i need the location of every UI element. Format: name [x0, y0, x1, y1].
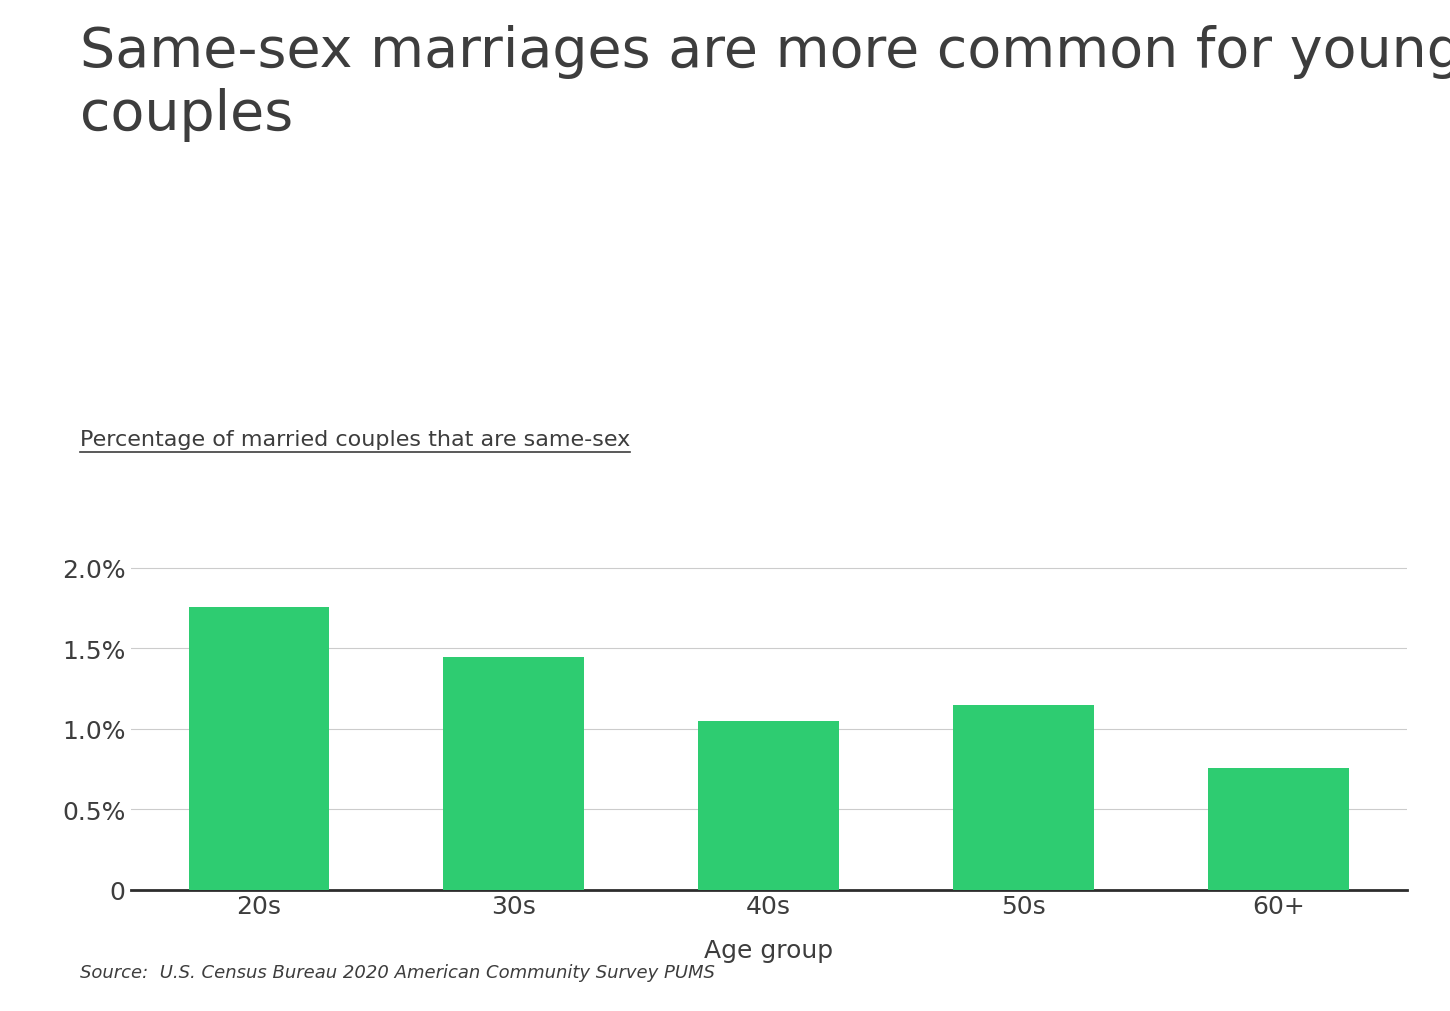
Text: Source:  U.S. Census Bureau 2020 American Community Survey PUMS: Source: U.S. Census Bureau 2020 American…: [80, 962, 715, 981]
Bar: [444, 657, 584, 890]
Text: Percentage of married couples that are same-sex: Percentage of married couples that are s…: [80, 430, 629, 450]
Bar: [1208, 768, 1348, 890]
Text: Same-sex marriages are more common for younger
couples: Same-sex marriages are more common for y…: [80, 25, 1450, 142]
X-axis label: Age group: Age group: [703, 938, 834, 961]
Bar: [699, 722, 838, 890]
Bar: [953, 706, 1093, 890]
Bar: [188, 608, 329, 890]
